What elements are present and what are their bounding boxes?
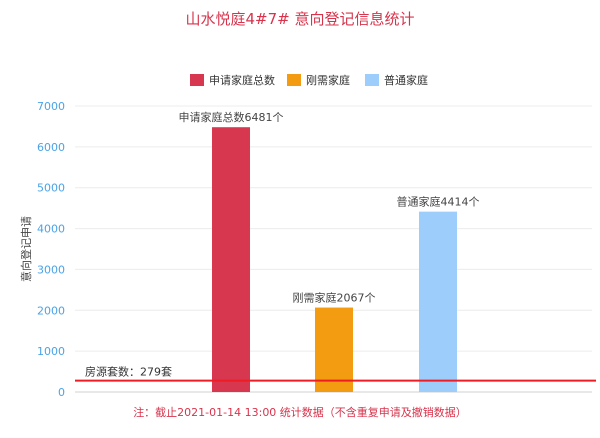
legend-label: 申请家庭总数	[209, 73, 275, 87]
legend-swatch	[365, 74, 379, 86]
y-tick-label: 0	[58, 386, 65, 399]
data-label: 普通家庭4414个	[397, 195, 480, 209]
y-tick-label: 7000	[37, 100, 65, 113]
y-tick-label: 6000	[37, 141, 65, 154]
legend-label: 刚需家庭	[306, 73, 350, 87]
y-tick-label: 5000	[37, 182, 65, 195]
chart-title: 山水悦庭4#7# 意向登记信息统计	[185, 10, 415, 28]
data-label: 刚需家庭2067个	[293, 291, 376, 305]
y-tick-label: 3000	[37, 263, 65, 276]
y-tick-label: 2000	[37, 304, 65, 317]
reference-line-label: 房源套数：279套	[85, 365, 172, 379]
bar	[419, 211, 457, 392]
legend-label: 普通家庭	[384, 73, 428, 87]
data-label: 申请家庭总数6481个	[179, 110, 284, 124]
bar	[212, 127, 250, 392]
chart-footnote: 注：截止2021-01-14 13:00 统计数据（不含重复申请及撤销数据）	[133, 406, 467, 419]
legend-swatch	[190, 74, 204, 86]
y-axis-label: 意向登记申请	[19, 216, 33, 282]
legend-swatch	[287, 74, 301, 86]
bar	[315, 307, 353, 392]
y-tick-label: 1000	[37, 345, 65, 358]
y-tick-label: 4000	[37, 223, 65, 236]
